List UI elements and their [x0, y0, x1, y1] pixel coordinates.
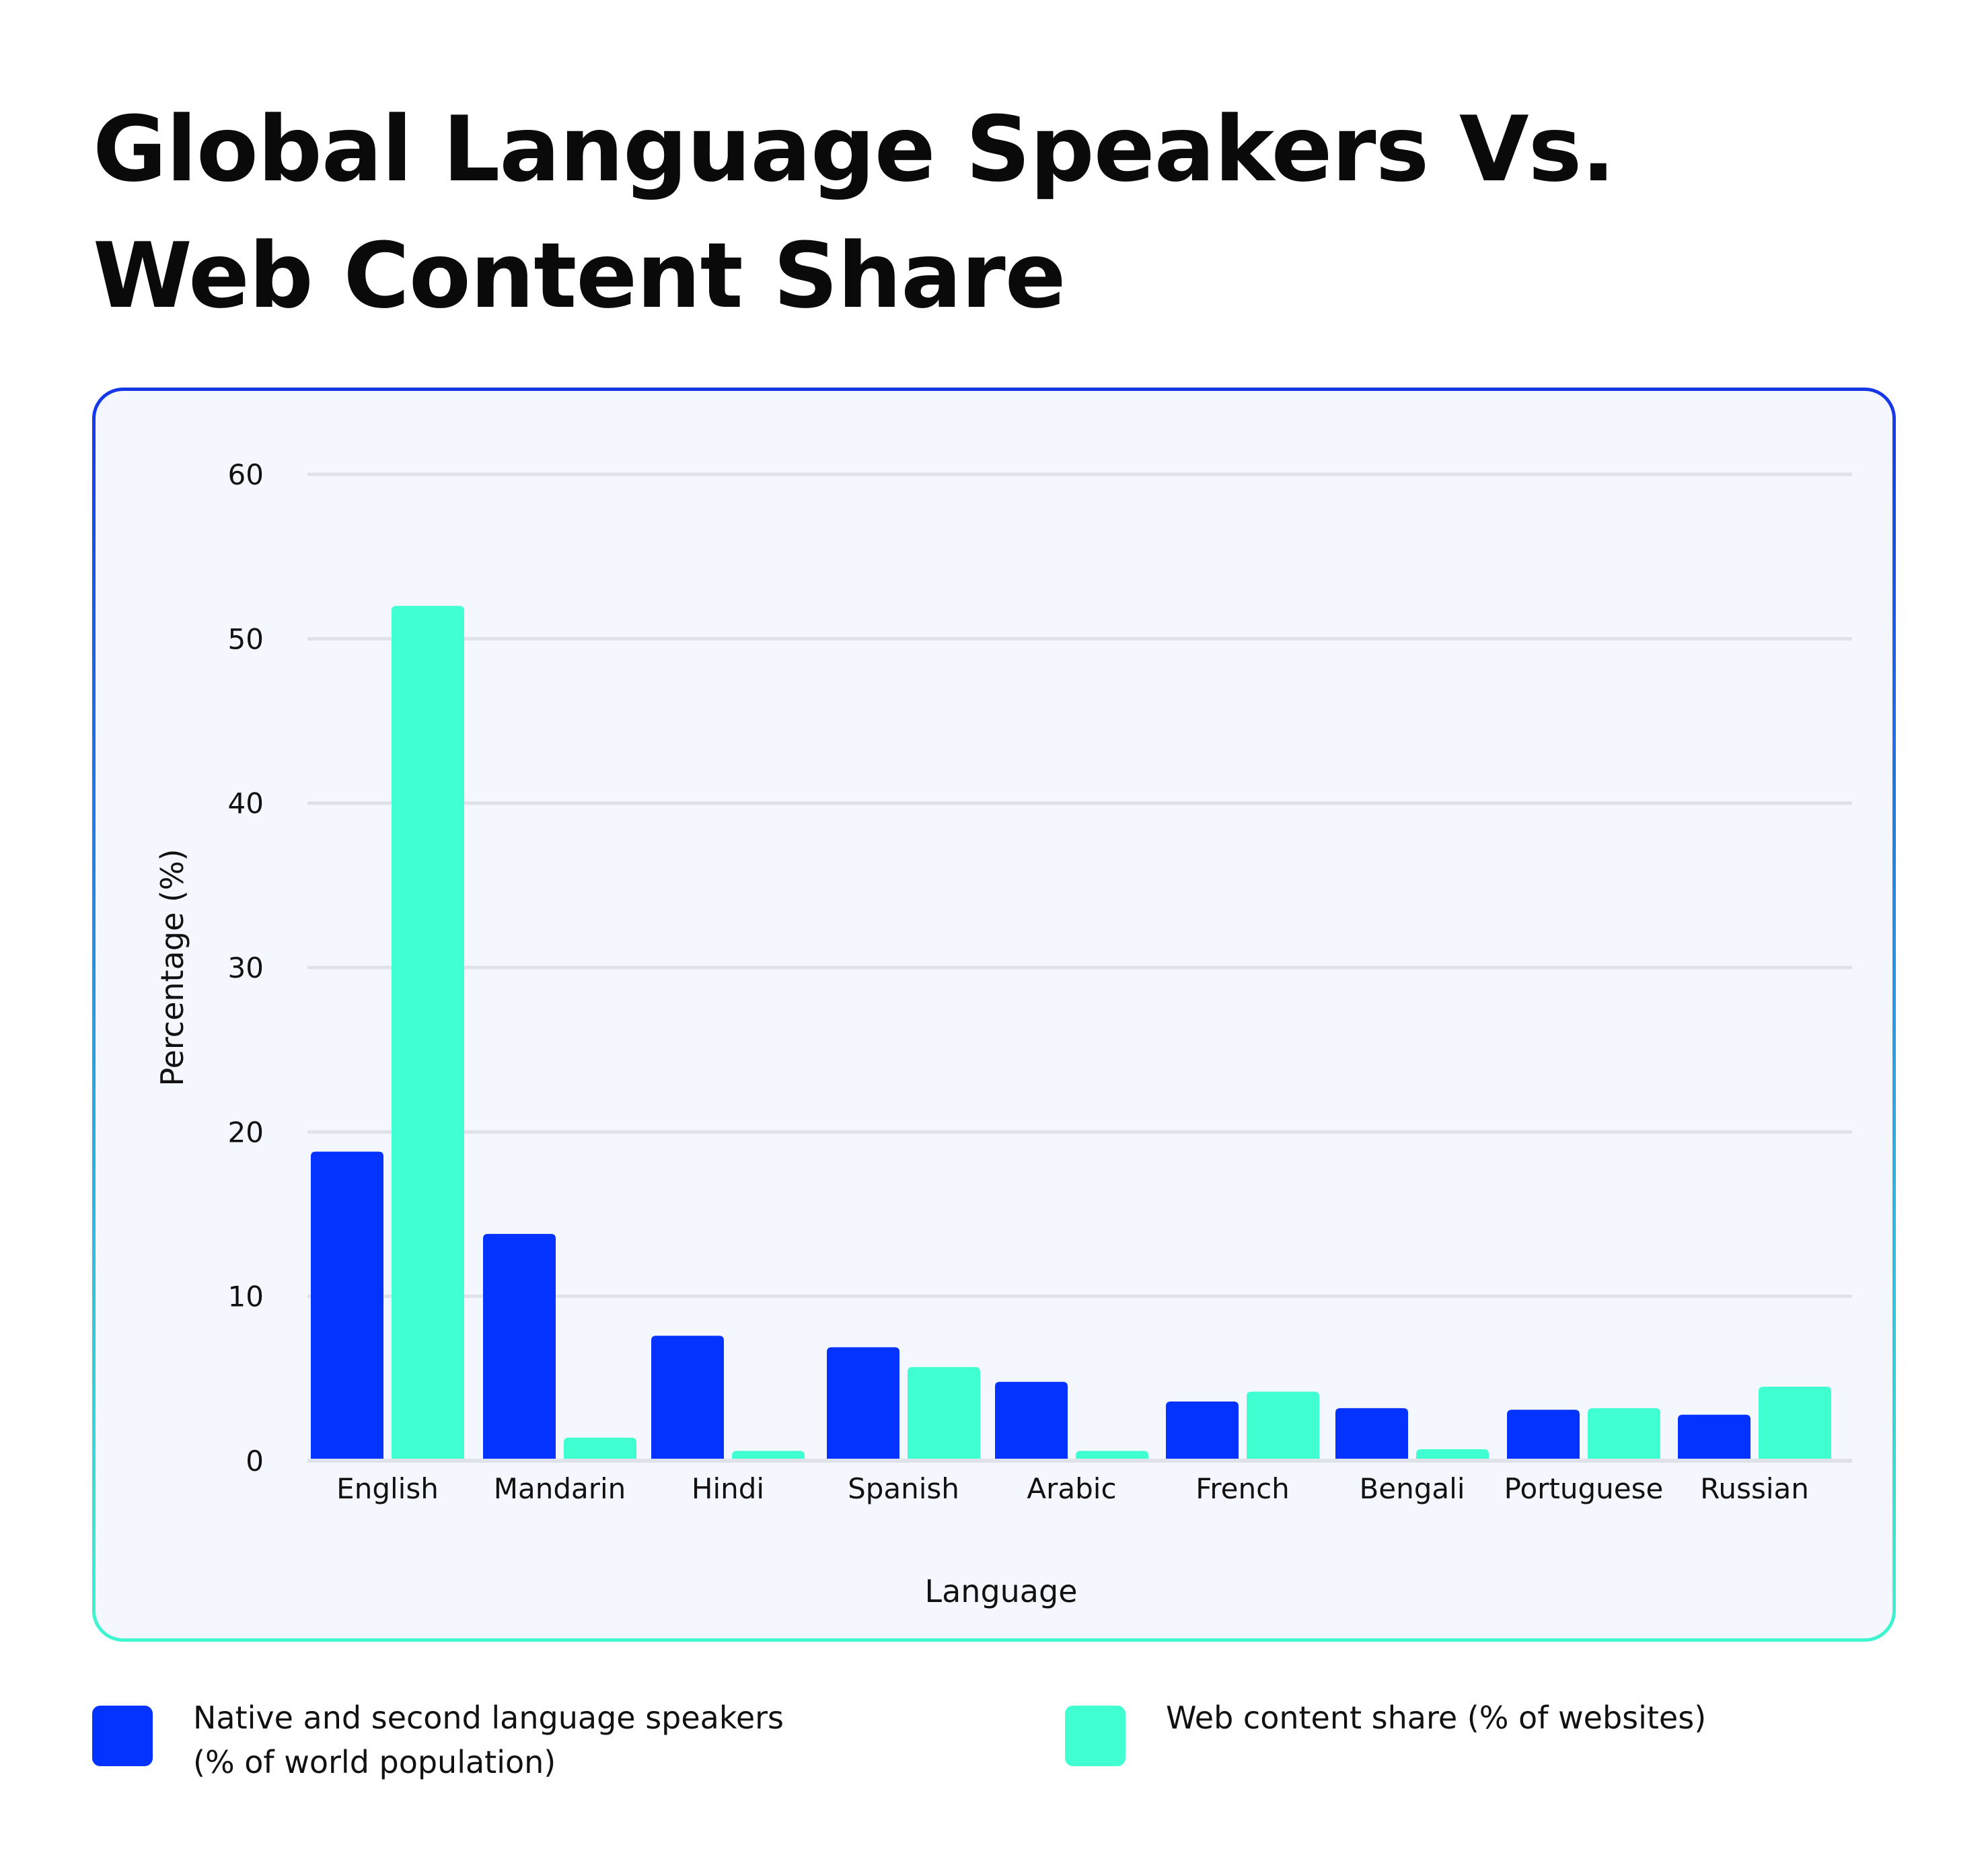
legend-swatch-speakers	[92, 1706, 153, 1766]
bar-speakers-hindi	[651, 1336, 724, 1461]
legend-label-web-content: Web content share (% of websites)	[1166, 1696, 1706, 1740]
legend-label-web-content-line-1: Web content share (% of websites)	[1166, 1700, 1707, 1736]
bar-web-content-bengali	[1416, 1449, 1489, 1461]
y-tick-label-60: 60	[228, 458, 264, 491]
x-tick-label-french: French	[1195, 1472, 1290, 1505]
bar-web-content-french	[1247, 1391, 1319, 1461]
bar-web-content-mandarin	[564, 1437, 636, 1461]
bar-speakers-bengali	[1335, 1408, 1408, 1461]
bar-web-content-hindi	[732, 1451, 805, 1461]
bar-speakers-arabic	[995, 1381, 1068, 1461]
y-tick-label-20: 20	[228, 1116, 264, 1149]
legend-label-speakers-line-2: (% of world population)	[193, 1744, 556, 1780]
legend-swatch-web-content	[1065, 1706, 1126, 1766]
x-tick-label-spanish: Spanish	[848, 1472, 959, 1505]
bar-web-content-english	[392, 606, 464, 1461]
y-axis-title: Percentage (%)	[154, 849, 190, 1087]
bar-speakers-spanish	[827, 1347, 899, 1461]
bar-speakers-english	[311, 1151, 383, 1461]
x-tick-label-english: English	[336, 1472, 439, 1505]
legend-label-speakers: Native and second language speakers (% o…	[193, 1696, 784, 1784]
chart-title-line-1: Global Language Speakers Vs.	[93, 97, 1615, 202]
x-tick-label-arabic: Arabic	[1027, 1472, 1116, 1505]
x-tick-label-bengali: Bengali	[1359, 1472, 1465, 1505]
bar-web-content-spanish	[908, 1367, 980, 1461]
y-tick-label-30: 30	[228, 951, 264, 984]
x-tick-label-hindi: Hindi	[692, 1472, 764, 1505]
x-tick-label-russian: Russian	[1700, 1472, 1809, 1505]
legend: Native and second language speakers (% o…	[0, 1696, 1988, 1830]
chart-title: Global Language Speakers Vs. Web Content…	[93, 86, 1775, 339]
chart-area: 0 10 20 30 40 50 60 English Mandarin Hindi Spanish…	[96, 391, 1892, 1638]
bar-speakers-french	[1166, 1402, 1239, 1461]
x-tick-label-portuguese: Portuguese	[1504, 1472, 1664, 1505]
bar-chart: 0 10 20 30 40 50 60 English Mandarin Hindi Spanish…	[154, 458, 1852, 1609]
bar-speakers-portuguese	[1507, 1410, 1580, 1461]
bar-speakers-mandarin	[483, 1233, 556, 1461]
bar-web-content-arabic	[1076, 1451, 1148, 1461]
bar-speakers-russian	[1678, 1414, 1751, 1461]
x-axis-title: Language	[924, 1573, 1077, 1609]
chart-title-line-2: Web Content Share	[93, 223, 1066, 328]
bar-web-content-russian	[1759, 1387, 1831, 1461]
y-tick-label-0: 0	[246, 1445, 264, 1478]
legend-label-speakers-line-1: Native and second language speakers	[193, 1700, 784, 1736]
y-tick-label-50: 50	[228, 622, 264, 655]
x-tick-label-mandarin: Mandarin	[494, 1472, 626, 1505]
y-tick-label-40: 40	[228, 787, 264, 820]
bar-web-content-portuguese	[1588, 1408, 1660, 1461]
y-tick-label-10: 10	[228, 1280, 264, 1313]
chart-panel: 0 10 20 30 40 50 60 English Mandarin Hindi Spanish…	[92, 388, 1896, 1642]
